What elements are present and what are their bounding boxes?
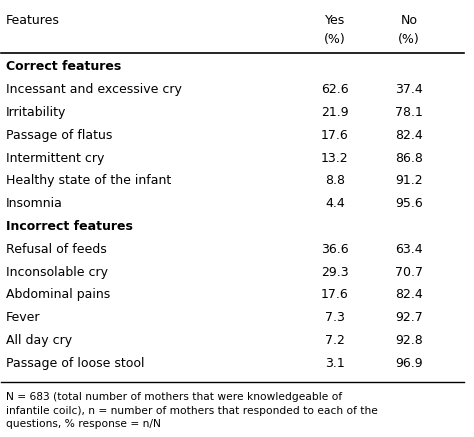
Text: 63.4: 63.4 — [395, 243, 423, 256]
Text: 7.3: 7.3 — [325, 311, 345, 324]
Text: 86.8: 86.8 — [395, 152, 423, 165]
Text: Abdominal pains: Abdominal pains — [6, 288, 110, 301]
Text: 78.1: 78.1 — [395, 106, 423, 119]
Text: 70.7: 70.7 — [395, 266, 423, 278]
Text: Passage of loose stool: Passage of loose stool — [6, 357, 145, 370]
Text: (%): (%) — [324, 33, 346, 45]
Text: 13.2: 13.2 — [321, 152, 348, 165]
Text: Insomnia: Insomnia — [6, 197, 63, 210]
Text: No: No — [401, 14, 417, 27]
Text: 37.4: 37.4 — [395, 83, 423, 96]
Text: Incorrect features: Incorrect features — [6, 220, 133, 233]
Text: All day cry: All day cry — [6, 334, 72, 347]
Text: 36.6: 36.6 — [321, 243, 348, 256]
Text: 96.9: 96.9 — [395, 357, 423, 370]
Text: 95.6: 95.6 — [395, 197, 423, 210]
Text: Features: Features — [6, 14, 60, 27]
Text: 92.7: 92.7 — [395, 311, 423, 324]
Text: 29.3: 29.3 — [321, 266, 348, 278]
Text: Correct features: Correct features — [6, 60, 121, 73]
Text: 17.6: 17.6 — [321, 129, 349, 142]
Text: 4.4: 4.4 — [325, 197, 345, 210]
Text: 91.2: 91.2 — [395, 174, 423, 187]
Text: 21.9: 21.9 — [321, 106, 348, 119]
Text: 3.1: 3.1 — [325, 357, 345, 370]
Text: Healthy state of the infant: Healthy state of the infant — [6, 174, 171, 187]
Text: 82.4: 82.4 — [395, 288, 423, 301]
Text: Refusal of feeds: Refusal of feeds — [6, 243, 107, 256]
Text: N = 683 (total number of mothers that were knowledgeable of
infantile coilc), n : N = 683 (total number of mothers that we… — [6, 392, 378, 429]
Text: (%): (%) — [398, 33, 419, 45]
Text: 8.8: 8.8 — [325, 174, 345, 187]
Text: Yes: Yes — [325, 14, 345, 27]
Text: Inconsolable cry: Inconsolable cry — [6, 266, 108, 278]
Text: Passage of flatus: Passage of flatus — [6, 129, 112, 142]
Text: 92.8: 92.8 — [395, 334, 423, 347]
Text: Intermittent cry: Intermittent cry — [6, 152, 104, 165]
Text: 62.6: 62.6 — [321, 83, 348, 96]
Text: 82.4: 82.4 — [395, 129, 423, 142]
Text: 17.6: 17.6 — [321, 288, 349, 301]
Text: 7.2: 7.2 — [325, 334, 345, 347]
Text: Fever: Fever — [6, 311, 40, 324]
Text: Incessant and excessive cry: Incessant and excessive cry — [6, 83, 182, 96]
Text: Irritability: Irritability — [6, 106, 66, 119]
